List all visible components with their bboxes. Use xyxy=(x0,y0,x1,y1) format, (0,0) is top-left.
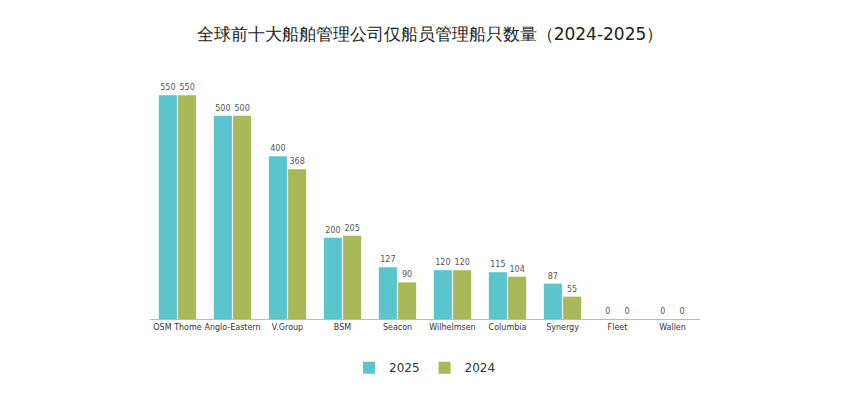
svg-text:0: 0 xyxy=(680,307,685,316)
svg-text:Fleet: Fleet xyxy=(608,323,628,332)
svg-text:400: 400 xyxy=(270,144,285,153)
svg-text:55: 55 xyxy=(567,285,577,294)
svg-text:0: 0 xyxy=(625,307,630,316)
svg-text:全球前十大船舶管理公司仅船员管理船只数量（2024-2025: 全球前十大船舶管理公司仅船员管理船只数量（2024-2025） xyxy=(197,24,664,44)
svg-text:Wallen: Wallen xyxy=(659,323,686,332)
svg-text:BSM: BSM xyxy=(334,323,351,332)
svg-text:Columbia: Columbia xyxy=(489,323,527,332)
svg-text:127: 127 xyxy=(380,255,395,264)
svg-text:120: 120 xyxy=(454,258,469,267)
svg-text:0: 0 xyxy=(605,307,610,316)
svg-text:Synergy: Synergy xyxy=(546,323,579,332)
svg-text:120: 120 xyxy=(435,258,450,267)
svg-text:0: 0 xyxy=(660,307,665,316)
svg-text:87: 87 xyxy=(548,272,558,281)
svg-text:OSM Thome: OSM Thome xyxy=(153,323,201,332)
svg-text:V.Group: V.Group xyxy=(272,323,303,332)
svg-text:368: 368 xyxy=(289,157,304,166)
svg-text:90: 90 xyxy=(402,270,412,279)
svg-text:200: 200 xyxy=(325,226,340,235)
svg-text:205: 205 xyxy=(344,224,359,233)
svg-text:Anglo-Eastern: Anglo-Eastern xyxy=(204,323,260,332)
svg-text:500: 500 xyxy=(234,104,249,113)
svg-text:550: 550 xyxy=(179,83,194,92)
svg-text:2024: 2024 xyxy=(465,361,496,375)
svg-text:500: 500 xyxy=(215,104,230,113)
svg-text:Seacon: Seacon xyxy=(383,323,412,332)
svg-text:Wilhelmsen: Wilhelmsen xyxy=(429,323,475,332)
svg-text:115: 115 xyxy=(490,260,505,269)
svg-text:104: 104 xyxy=(509,265,524,274)
svg-text:2025: 2025 xyxy=(389,361,420,375)
svg-text:550: 550 xyxy=(160,83,175,92)
